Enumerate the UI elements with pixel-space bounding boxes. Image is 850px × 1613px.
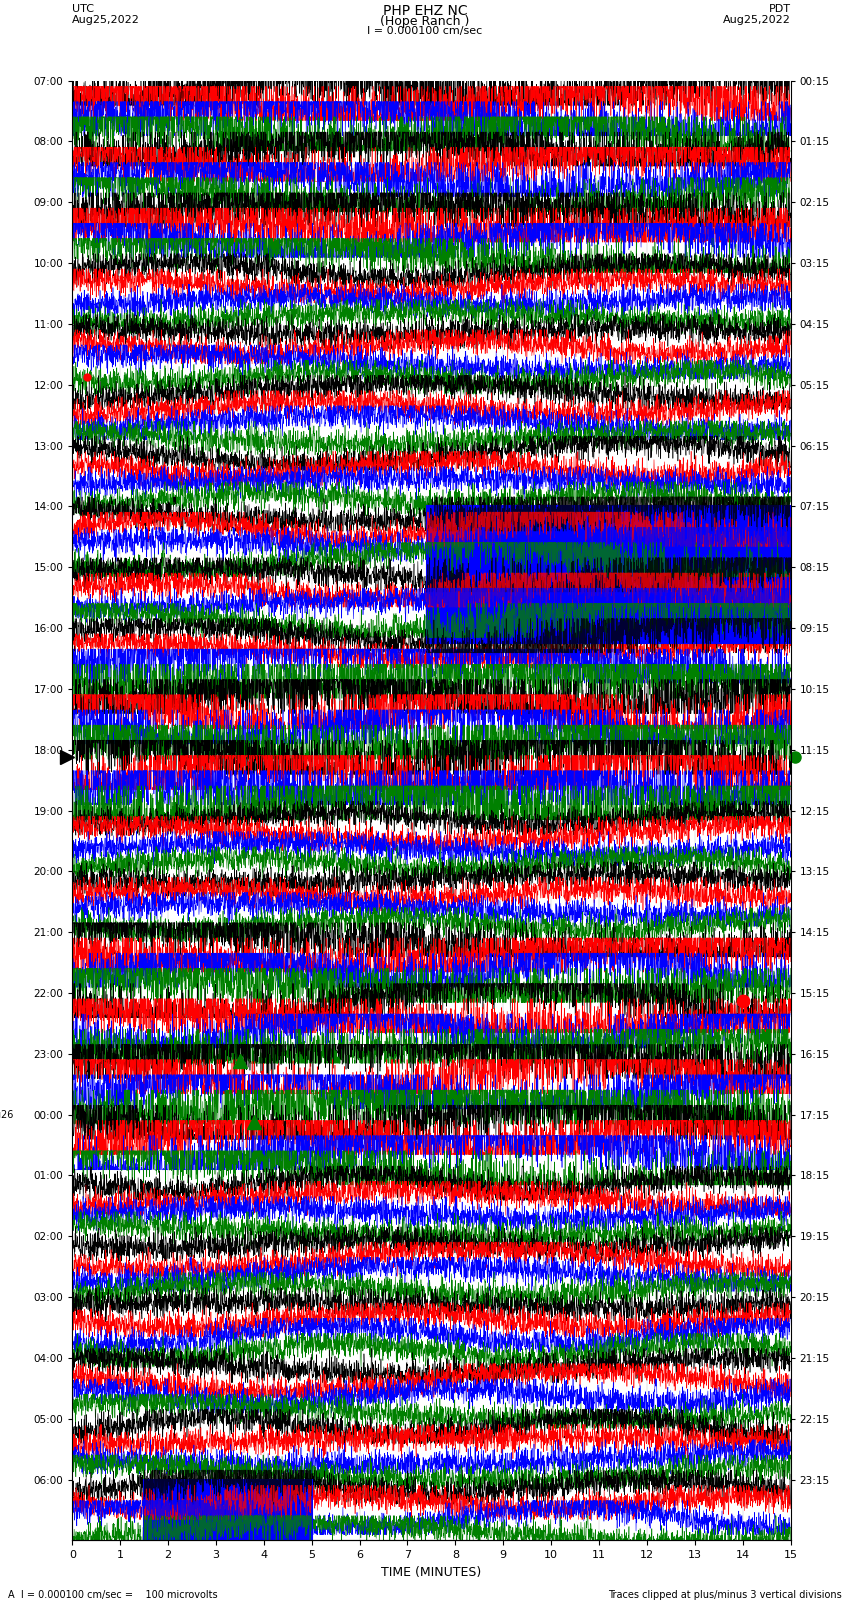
- Text: Traces clipped at plus/minus 3 vertical divisions: Traces clipped at plus/minus 3 vertical …: [608, 1590, 842, 1600]
- Text: A  I = 0.000100 cm/sec =    100 microvolts: A I = 0.000100 cm/sec = 100 microvolts: [8, 1590, 218, 1600]
- Text: PDT: PDT: [768, 5, 790, 15]
- Bar: [144, 1479, 312, 1540]
- Bar: [427, 506, 790, 644]
- Text: (Hope Ranch ): (Hope Ranch ): [380, 16, 470, 29]
- Text: I = 0.000100 cm/sec: I = 0.000100 cm/sec: [367, 26, 483, 35]
- Text: Aug25,2022: Aug25,2022: [722, 16, 790, 26]
- Text: Aug26: Aug26: [0, 1110, 14, 1119]
- Text: Aug25,2022: Aug25,2022: [72, 16, 140, 26]
- Text: UTC: UTC: [72, 5, 94, 15]
- Text: PHP EHZ NC: PHP EHZ NC: [382, 5, 468, 18]
- X-axis label: TIME (MINUTES): TIME (MINUTES): [382, 1566, 481, 1579]
